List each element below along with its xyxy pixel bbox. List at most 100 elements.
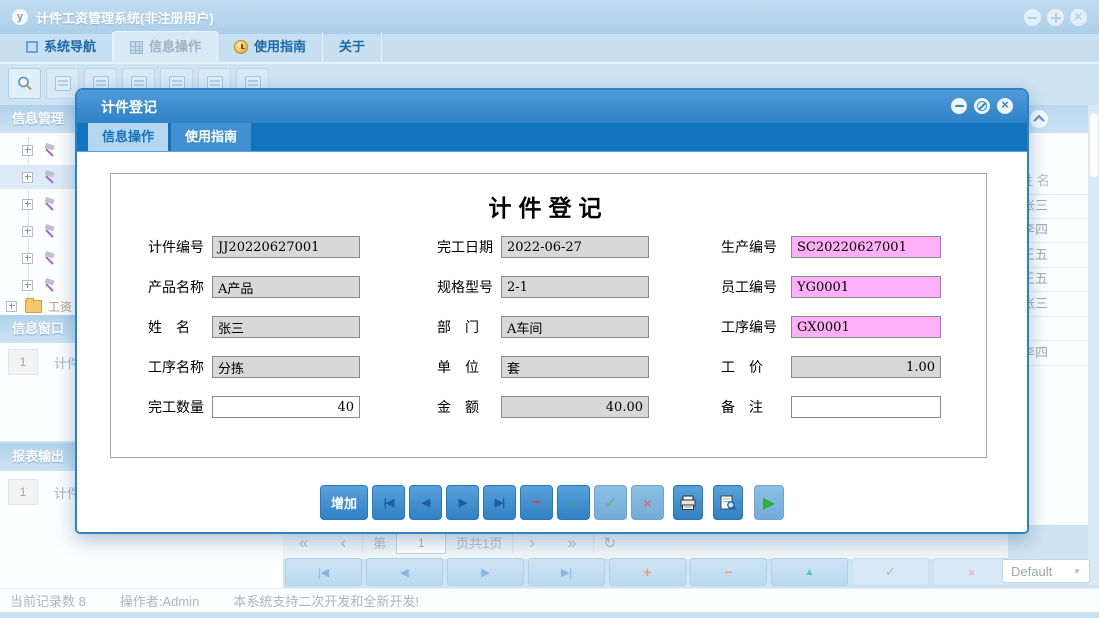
tree-item[interactable] [0, 138, 283, 162]
field-label: 员工编号 [721, 280, 777, 296]
delete-record-button[interactable]: − [520, 485, 553, 520]
scrollbar-thumb[interactable] [1089, 113, 1098, 177]
field-label: 金 额 [437, 400, 479, 416]
nav-last-button[interactable]: ▶| [528, 558, 605, 586]
chevron-down-icon: ▼ [1073, 566, 1081, 576]
add-button[interactable]: 增加 [320, 485, 368, 520]
next-record-button[interactable]: ▶ [446, 485, 479, 520]
delete-button[interactable]: − [690, 558, 767, 586]
spec-model-field[interactable]: 2-1 [501, 276, 649, 298]
edit-button[interactable]: ▲ [771, 558, 848, 586]
minimize-icon[interactable] [1024, 9, 1041, 26]
cancel-button[interactable]: × [933, 558, 1010, 586]
first-page-button[interactable]: « [299, 532, 309, 552]
production-no-field[interactable]: SC20220627001 [791, 236, 941, 258]
execute-button[interactable]: ▶ [754, 485, 784, 520]
process-name-field[interactable]: 分拣 [212, 356, 360, 378]
insert-button[interactable]: + [609, 558, 686, 586]
minus-icon: − [724, 564, 733, 580]
list-item[interactable]: 1 计件 [8, 349, 80, 375]
amount-field[interactable]: 40.00 [501, 396, 649, 418]
expand-icon[interactable] [22, 252, 33, 264]
vertical-scrollbar[interactable] [1088, 105, 1099, 585]
product-name-field[interactable]: A产品 [212, 276, 360, 298]
triangle-icon: ▲ [568, 497, 579, 508]
window-controls [1024, 8, 1087, 26]
nav-prior-button[interactable]: ◀ [366, 558, 443, 586]
last-icon: ▶| [560, 566, 573, 579]
dialog-tab-info-operation[interactable]: 信息操作 [88, 123, 169, 151]
piece-no-field[interactable]: JJ20220627001 [212, 236, 360, 258]
tab-info-operation[interactable]: 信息操作 [113, 31, 219, 62]
cancel-record-button[interactable]: × [631, 485, 664, 520]
dialog-titlebar[interactable]: 计件登记 [77, 90, 1027, 123]
tree-item[interactable] [0, 246, 283, 270]
expand-icon[interactable] [22, 225, 33, 237]
window-title: 计件工资管理系统(非注册用户) [36, 10, 214, 26]
nav-first-button[interactable]: |◀ [285, 558, 362, 586]
expand-icon[interactable] [22, 144, 33, 156]
last-record-button[interactable]: ▶| [483, 485, 516, 520]
tab-user-guide[interactable]: 使用指南 [218, 32, 324, 62]
expand-icon[interactable] [6, 300, 17, 312]
tree-item[interactable] [0, 219, 283, 243]
refresh-icon[interactable]: ↻ [603, 534, 617, 552]
post-button[interactable]: ✓ [852, 558, 929, 586]
prior-icon: ◀ [421, 497, 431, 509]
tab-system-nav[interactable]: 系统导航 [10, 32, 114, 62]
first-record-button[interactable]: |◀ [372, 485, 405, 520]
tree-item[interactable] [0, 192, 283, 216]
page-total-label: 页共1页 [456, 536, 503, 551]
field-label: 完工数量 [148, 400, 204, 416]
unit-field[interactable]: 套 [501, 356, 649, 378]
nav-next-button[interactable]: ▶ [447, 558, 524, 586]
close-icon[interactable] [1070, 8, 1087, 26]
finish-date-field[interactable]: 2022-06-27 [501, 236, 649, 258]
form-row: 姓 名 张三 部 门 A车间 工序编号 GX0001 [148, 316, 986, 338]
form-row: 计件编号 JJ20220627001 完工日期 2022-06-27 生产编号 … [148, 236, 986, 258]
field-label: 完工日期 [437, 240, 493, 256]
employee-no-field[interactable]: YG0001 [791, 276, 941, 298]
list-item[interactable]: 1 计件 [8, 479, 80, 505]
style-dropdown[interactable]: Default ▼ [1002, 559, 1090, 583]
unit-price-field[interactable]: 1.00 [791, 356, 941, 378]
tool-icon [44, 170, 55, 184]
maximize-icon[interactable] [1047, 9, 1064, 26]
post-record-button[interactable]: ✓ [594, 485, 627, 520]
process-no-field[interactable]: GX0001 [791, 316, 941, 338]
quantity-field[interactable]: 40 [212, 396, 360, 418]
tree-item[interactable] [0, 273, 283, 297]
expand-icon[interactable] [22, 198, 33, 210]
operator-label: 操作者:Admin [119, 594, 200, 609]
tree-folder-item[interactable]: 工资 [0, 296, 283, 316]
last-page-button[interactable]: » [567, 532, 577, 552]
square-icon [26, 41, 38, 53]
expand-icon[interactable] [22, 279, 33, 291]
tab-about[interactable]: 关于 [323, 32, 383, 62]
prev-page-button[interactable]: ‹ [340, 532, 347, 552]
dialog-close-icon[interactable] [997, 97, 1013, 114]
window-icon [168, 76, 185, 91]
dialog-restore-icon[interactable] [974, 98, 990, 114]
dialog-minimize-icon[interactable] [951, 98, 967, 114]
next-page-button[interactable]: › [529, 532, 536, 552]
collapse-button[interactable] [1030, 110, 1048, 128]
form-tool-button[interactable] [46, 68, 79, 99]
print-preview-button[interactable] [713, 485, 743, 520]
dialog-title: 计件登记 [101, 98, 157, 115]
search-tool-button[interactable] [8, 68, 41, 99]
print-button[interactable] [673, 485, 703, 520]
field-label: 姓 名 [148, 320, 190, 336]
prior-record-button[interactable]: ◀ [409, 485, 442, 520]
row-number: 1 [8, 479, 38, 505]
first-icon: |◀ [383, 497, 395, 509]
field-label: 计件编号 [148, 240, 204, 256]
name-field[interactable]: 张三 [212, 316, 360, 338]
edit-record-button[interactable]: ▲ [557, 485, 590, 520]
window-titlebar: y 计件工资管理系统(非注册用户) [0, 0, 1099, 34]
expand-icon[interactable] [22, 171, 33, 183]
page-number-input[interactable] [396, 531, 447, 554]
dialog-tab-user-guide[interactable]: 使用指南 [171, 123, 252, 151]
remark-field[interactable] [791, 396, 941, 418]
department-field[interactable]: A车间 [501, 316, 649, 338]
